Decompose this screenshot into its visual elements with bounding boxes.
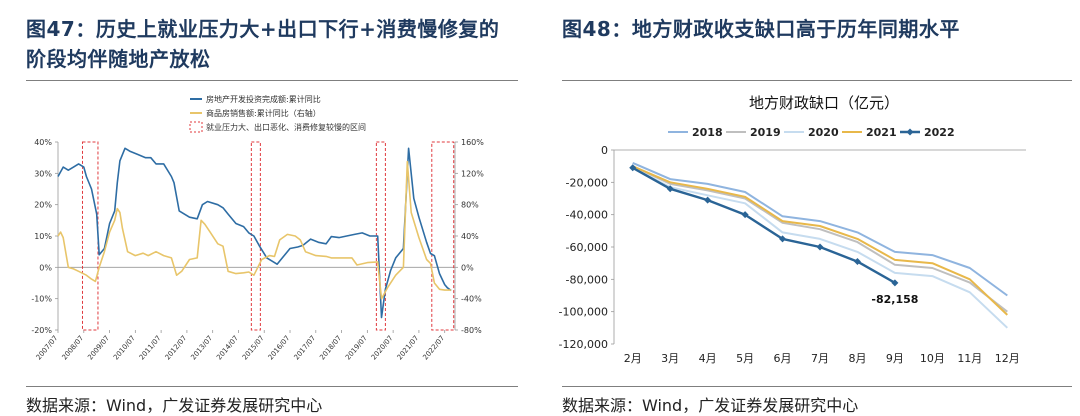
x-tick-label: 2007/07: [35, 334, 60, 361]
legend-marker: [906, 128, 914, 136]
series-point-2022: [666, 185, 674, 193]
x-tick-label: 10月: [920, 352, 945, 365]
x-tick-label: 2009/07: [86, 334, 111, 361]
y2-tick-label: 120%: [461, 169, 484, 178]
y-tick-label: -80,000: [566, 273, 608, 286]
series-point-2022: [704, 196, 712, 204]
investment-series-line: [57, 147, 452, 319]
y-tick-label: 20%: [34, 201, 52, 210]
x-tick-label: 5月: [736, 352, 754, 365]
chart-title: 地方财政缺口（亿元）: [749, 94, 899, 112]
x-tick-label: 2020/07: [370, 334, 395, 361]
title-divider: [562, 80, 1072, 81]
legend-label: 商品房销售额:累计同比（右轴）: [206, 108, 321, 118]
x-tick-label: 2011/07: [138, 334, 163, 361]
legend-label: 2022: [924, 126, 955, 139]
y2-tick-label: 80%: [461, 201, 479, 210]
fiscal-gap-chart: 地方财政缺口（亿元） 2018 2019 2020 2021 2022 0 -20,000 -4…: [559, 94, 1026, 365]
x-tick-label: 2021/07: [396, 334, 421, 361]
series-point-2022: [779, 235, 787, 243]
y2-tick-label: 40%: [461, 232, 479, 241]
sales-series-line: [57, 160, 452, 300]
y-tick-label: -120,000: [559, 338, 608, 351]
x-tick-label: 2022/07: [421, 334, 446, 361]
legend-label: 就业压力大、出口恶化、消费修复较慢的区间: [206, 122, 366, 132]
series-point-2022: [891, 279, 899, 287]
x-tick-label: 2015/07: [241, 334, 266, 361]
y-tick-label: -40,000: [566, 209, 608, 222]
source-divider: [562, 386, 1072, 387]
y-tick-label: 0: [601, 144, 608, 157]
value-annotation: -82,158: [871, 293, 918, 306]
series-point-2022: [853, 258, 861, 266]
y-tick-label: -10%: [31, 295, 52, 304]
figure-47-title: 图47：历史上就业压力大+出口下行+消费慢修复的阶段均伴随地产放松: [26, 17, 500, 71]
x-tick-label: 11月: [957, 352, 982, 365]
figure-47-source: 数据来源：Wind，广发证券发展研究中心: [26, 396, 323, 415]
x-tick-label: 4月: [699, 352, 717, 365]
legend-label: 2020: [808, 126, 839, 139]
x-tick-label: 2014/07: [215, 334, 240, 361]
legend-label: 2019: [750, 126, 781, 139]
y-tick-label: 10%: [34, 232, 52, 241]
y2-tick-label: -80%: [461, 326, 482, 335]
figure-48-source: 数据来源：Wind，广发证券发展研究中心: [562, 396, 859, 415]
x-tick-label: 12月: [995, 352, 1020, 365]
y-tick-label: -100,000: [559, 306, 608, 319]
y2-tick-label: 0%: [461, 263, 474, 272]
source-divider: [26, 386, 518, 387]
x-tick-label: 2月: [624, 352, 642, 365]
x-tick-label: 2008/07: [60, 334, 85, 361]
x-tick-label: 2018/07: [318, 334, 343, 361]
x-tick-label: 6月: [774, 352, 792, 365]
highlight-range-box: [431, 141, 455, 331]
series-point-2022: [816, 243, 824, 251]
x-tick-label: 2010/07: [112, 334, 137, 361]
series-line-2018: [632, 161, 1008, 297]
figure-47-panel: 图47：历史上就业压力大+出口下行+消费慢修复的阶段均伴随地产放松 房地产开发投…: [0, 0, 528, 416]
series-point-2022: [629, 164, 637, 172]
x-tick-label: 2019/07: [344, 334, 369, 361]
highlight-range-box: [81, 141, 99, 331]
figure-48-title: 图48：地方财政收支缺口高于历年同期水平: [562, 17, 960, 41]
title-divider: [26, 80, 518, 81]
legend-label: 2021: [866, 126, 897, 139]
y-tick-label: -20,000: [566, 176, 608, 189]
series-line-2020: [632, 166, 1008, 329]
figure-48-panel: 图48：地方财政收支缺口高于历年同期水平 地方财政缺口（亿元） 2018 2019 2…: [548, 0, 1080, 416]
y2-tick-label: -40%: [461, 295, 482, 304]
x-tick-label: 2016/07: [267, 334, 292, 361]
series-line-2021: [632, 165, 1008, 316]
highlight-range-box: [250, 141, 261, 331]
x-tick-label: 2012/07: [164, 334, 189, 361]
y2-tick-label: 160%: [461, 138, 484, 147]
y-tick-label: -60,000: [566, 241, 608, 254]
series-point-2022: [741, 211, 749, 219]
legend-label: 房地产开发投资完成额:累计同比: [206, 94, 321, 104]
y-tick-label: 0%: [39, 263, 52, 272]
x-tick-label: 2017/07: [292, 334, 317, 361]
x-tick-label: 7月: [811, 352, 829, 365]
x-tick-label: 2013/07: [189, 334, 214, 361]
y-tick-label: 30%: [34, 169, 52, 178]
series-line-2019: [632, 165, 1008, 313]
legend-label: 2018: [692, 126, 723, 139]
x-tick-label: 3月: [661, 352, 679, 365]
x-tick-label: 8月: [848, 352, 866, 365]
y-tick-label: 40%: [34, 138, 52, 147]
series-line-2022: [632, 166, 896, 284]
y-tick-label: -20%: [31, 326, 52, 335]
legend-swatch: [189, 121, 203, 133]
x-tick-label: 9月: [886, 352, 904, 365]
